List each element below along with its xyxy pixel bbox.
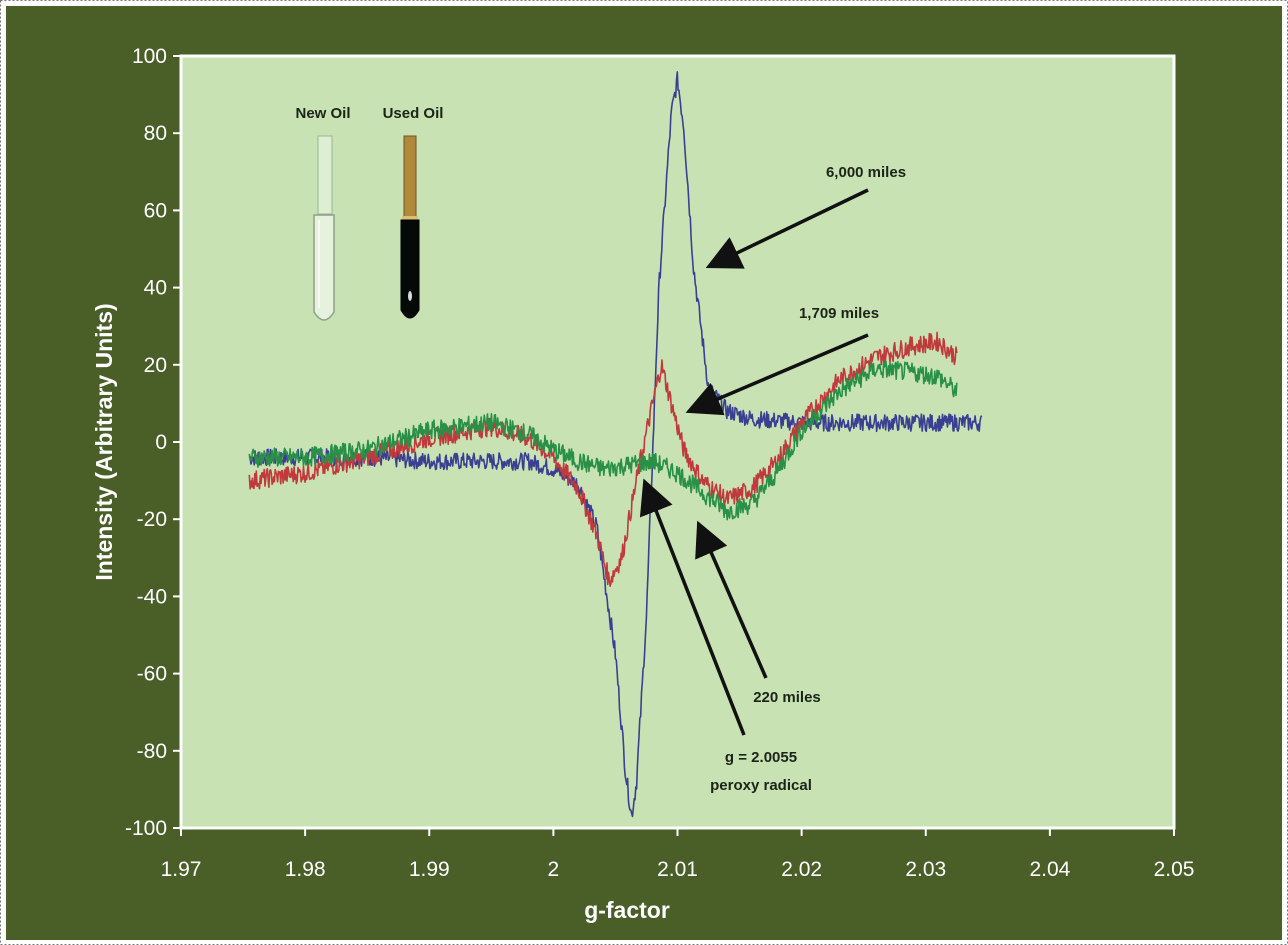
used-oil-label: Used Oil: [383, 105, 444, 122]
y-tick-label: 60: [144, 199, 167, 222]
y-tick-label: -40: [137, 585, 167, 608]
arrow-1709-miles: [685, 333, 869, 416]
y-tick-label: -60: [137, 663, 167, 686]
label-g-value: g = 2.0055: [725, 749, 797, 766]
label-peroxy-radical: peroxy radical: [710, 777, 812, 794]
x-tick-label: 2.04: [1029, 858, 1070, 881]
new-oil-label: New Oil: [295, 105, 350, 122]
y-tick-label: -80: [137, 740, 167, 763]
plot-area: [179, 54, 1176, 830]
y-tick-label: 80: [144, 122, 167, 145]
annotations: 6,000 miles 1,709 miles 220 miles g = 2.…: [639, 164, 906, 794]
label-6000-miles: 6,000 miles: [826, 164, 906, 181]
x-tick-label: 1.98: [285, 858, 326, 881]
label-220-miles: 220 miles: [753, 689, 821, 706]
arrow-6000-miles: [705, 188, 869, 269]
x-tick-label: 2.01: [657, 858, 698, 881]
y-tick-label: -100: [125, 817, 167, 840]
x-tick-label: 2: [548, 858, 560, 881]
series-line-0: [248, 71, 983, 818]
x-axis-ticks: 1.97 1.98 1.99 2 2.01 2.02 2.03 2.04 2.05: [161, 828, 1195, 881]
label-1709-miles: 1,709 miles: [799, 305, 879, 322]
arrow-peroxy-radical: [639, 478, 746, 736]
y-tick-label: 100: [132, 45, 167, 68]
arrow-220-miles: [695, 520, 768, 679]
y-axis-label: Intensity (Arbitrary Units): [91, 303, 117, 580]
series-line-2: [248, 360, 958, 521]
used-oil-tube-icon: [400, 135, 420, 319]
oil-sample-inset: New Oil Used Oil: [295, 105, 444, 321]
y-tick-label: -20: [137, 508, 167, 531]
x-tick-label: 2.03: [905, 858, 946, 881]
y-axis-ticks: 100 80 60 40 20 0 -20 -40 -60 -80 -100: [125, 45, 181, 840]
new-oil-tube-icon: [313, 135, 335, 321]
x-tick-label: 1.97: [161, 858, 202, 881]
series-layer: [248, 71, 983, 818]
y-tick-label: 0: [155, 431, 167, 454]
y-tick-label: 40: [144, 277, 167, 300]
x-tick-label: 1.99: [409, 858, 450, 881]
y-tick-label: 20: [144, 354, 167, 377]
x-tick-label: 2.02: [781, 858, 822, 881]
x-tick-label: 2.05: [1154, 858, 1195, 881]
x-axis-label: g-factor: [584, 897, 670, 923]
